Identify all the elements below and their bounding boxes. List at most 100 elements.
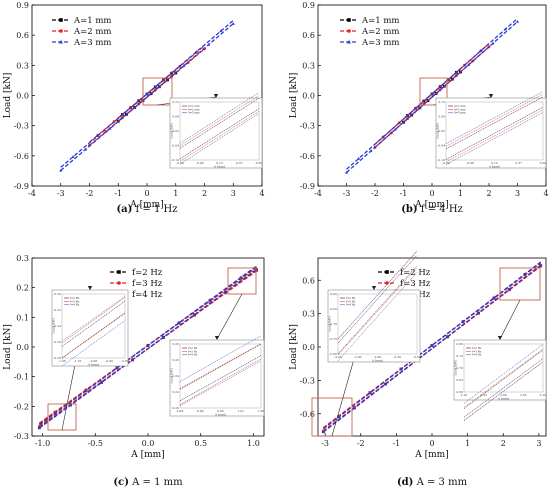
data-point [157,84,161,88]
legend-entry: A=1 mm [340,16,400,26]
data-point [523,272,527,276]
inset-x-tick: -1.06 [58,359,66,363]
inset-series-line [463,358,544,418]
inset-x-tick: -2.00 [413,355,421,359]
series-line-lower [38,268,258,429]
y-tick-label: 0.0 [302,343,315,352]
inset-series-line [337,250,418,340]
panel-caption: (c) A = 1 mm [113,477,183,488]
data-point [445,335,450,338]
data-point [479,49,483,52]
zoom-arrow-head [371,286,377,290]
x-tick-label: -4 [28,189,36,198]
inset-series-line [61,297,126,344]
x-tick-label: 2 [202,189,207,198]
inset-series-line [179,108,260,159]
inset-series-line [179,360,262,406]
legend-label: f=3 Hz [400,279,431,289]
inset-x-tick: -2.30 [393,355,401,359]
y-tick-label: 0.6 [16,31,29,40]
x-tick-label: 0 [429,439,434,448]
y-tick-label: -0.9 [300,182,315,191]
data-point [418,106,422,109]
x-tick-label: -1.0 [35,439,50,448]
data-point [194,50,198,54]
data-point [406,113,410,117]
inset-x-tick: -0.84 [121,359,129,363]
inset-series-line [179,95,260,146]
x-tick-label: -1 [114,189,122,198]
inset-y-tick: 0.02 [172,129,179,133]
data-point [68,403,72,407]
legend-label: A=1 mm [361,16,400,26]
chart-panel-c: -1.0 -0.5 0.0 0.5 1.0 -0.3 -0.2 -0.1 0.0 0.1 0.2 0.… [3,254,264,488]
y-tick-label: 0.9 [302,1,315,10]
data-point [208,298,212,302]
y-tick-label: 0.0 [16,92,29,101]
inset-y-tick: 0.20 [172,406,179,410]
chart-panel-d: -3 -2 -1 0 1 2 3 -0.6 -0.3 0.0 0.3 0.6 A [mm] Load [k… [289,250,546,488]
data-point [145,92,149,96]
inset-series-line [445,112,544,165]
legend-label: f=3 Hz [132,279,163,289]
inset-1: -3.20-0.80 -2.90 -0.75 -2.60 -0.70 -2.30 -0.65… [311,250,421,437]
inset-y-tick: -0.70 [329,322,337,326]
data-point [161,335,166,339]
legend-marker [59,29,63,33]
inset-frame [327,289,421,363]
zoom-region-box [142,77,173,106]
inset-y-tick: 0.75 [456,354,463,358]
inset-series-line [337,267,418,356]
inset-x-tick: 0.37 [515,161,522,165]
inset-1: -1.06-0.28 -1.01 -0.26 -0.95 -0.24 -0.90 -0.22… [47,286,129,431]
legend-marker [59,39,63,44]
data-point [461,319,465,323]
legend-entry: A=2 mm [52,27,112,37]
inset-y-tick: -0.75 [329,337,337,341]
inset-series-line [463,344,544,404]
inset-plot-frame [445,101,544,161]
y-tick-label: 0.0 [16,343,29,352]
inset-y-tick: 0.02 [438,129,445,133]
series-line-lower [60,23,234,172]
legend-entry: f=2 Hz [110,268,163,278]
inset-y-label: Load [kN] [454,360,458,375]
data-point [492,296,496,299]
inset-x-tick: -0.30 [442,161,450,165]
legend-label: A=2 mm [361,27,400,37]
inset-legend-label: f=4 Hz [346,303,356,307]
legend-entry: A=2 mm [340,27,400,37]
data-point [352,406,356,410]
inset-y-tick: 0.80 [456,342,463,346]
data-point [467,63,471,66]
series-line-upper [60,19,234,168]
inset-legend-label: A=3 mm [187,111,200,115]
data-point [170,71,174,75]
y-tick-label: -0.2 [14,402,29,411]
inset-series-line [179,335,262,382]
data-point [115,366,119,370]
caption-label: (a) [116,204,132,215]
caption-label: (d) [397,477,413,488]
inset-x-tick: 2.35 [480,393,487,397]
inset-legend-label: f=3 Hz [70,299,80,303]
chart-panel-a: -4 -3 -2 -1 0 1 2 3 4 -0.9 -0.6 -0.3 0.0 0.3 0.6 0.9 A [… [3,1,265,215]
inset-plot-frame [61,293,126,359]
y-tick-label: -0.1 [14,373,29,382]
inset-x-tick: -1.01 [74,359,82,363]
data-point [231,22,235,25]
data-point [224,290,228,293]
inset-series-line [463,348,544,408]
inset-plot-frame [463,343,544,393]
inset-y-tick: -0.22 [53,308,61,312]
legend-label: f=2 Hz [132,268,163,278]
inset-x-tick: 0.37 [236,161,243,165]
y-axis-label: Load [kN] [3,324,13,370]
inset-y-label: Load [kN] [436,123,440,138]
legend-entry: f=2 Hz [378,268,431,278]
data-point [84,389,88,392]
inset-x-tick: 0.15 [216,161,223,165]
inset-plot-frame [179,101,260,161]
inset-y-tick: -0.65 [329,307,337,311]
x-tick-label: 3 [515,189,520,198]
